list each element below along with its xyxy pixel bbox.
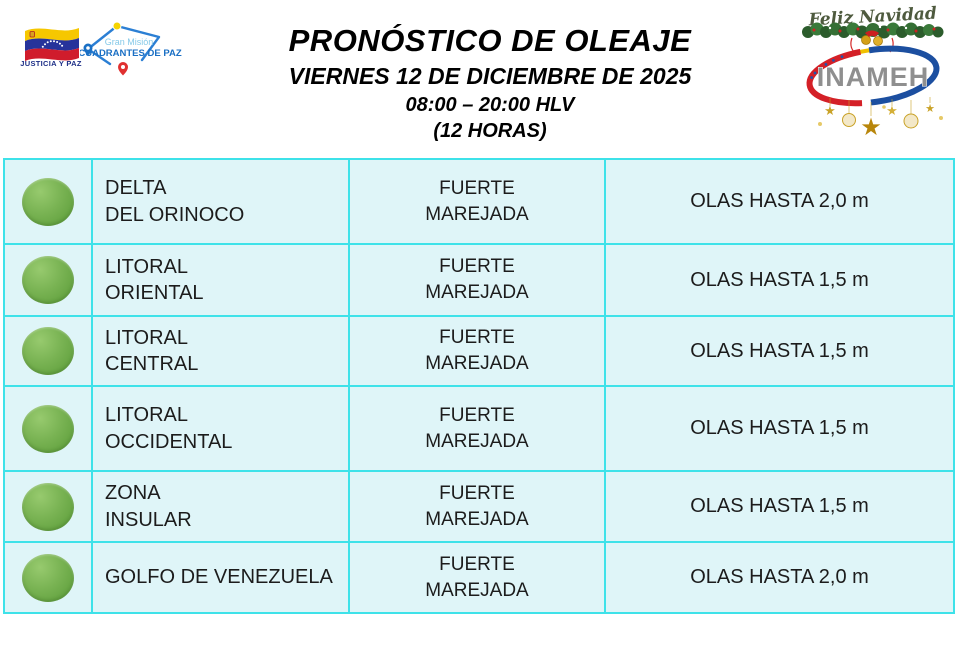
green-status-circle-icon [22,256,74,304]
zone-cell: LITORAL CENTRAL [93,317,348,385]
zone-cell: LITORAL ORIENTAL [93,245,348,315]
svg-text:★: ★ [886,104,898,119]
date-line: VIERNES 12 DE DICIEMBRE DE 2025 [288,62,692,89]
row-indicator [5,387,91,470]
cuadrantes-de-paz-logo: Gran Misión CUADRANTES DE PAZ [80,21,182,76]
row-indicator [5,543,91,612]
condition-text: FUERTE MAREJADA [425,553,529,601]
blue-map-pin-icon [83,43,93,56]
zone-cell: ZONA INSULAR [93,472,348,541]
zone-cell: GOLFO DE VENEZUELA [93,543,348,612]
cuadrantes-text: CUADRANTES DE PAZ [80,48,182,59]
green-status-circle-icon [22,482,74,531]
condition-text: FUERTE MAREJADA [425,482,529,530]
bells-icon [861,30,883,46]
row-indicator [5,160,91,243]
garland-icon [802,22,944,53]
gold-stars-icon: ★ ★ ★ ★ [818,102,943,141]
title-block: PRONÓSTICO DE OLEAJE VIERNES 12 DE DICIE… [180,23,800,143]
page-title: PRONÓSTICO DE OLEAJE [288,23,692,58]
wave-height-text: OLAS HASTA 1,5 m [690,495,869,517]
forecast-table: DELTA DEL ORINOCO FUERTE MAREJADA OLAS H… [3,158,955,614]
inameh-swoosh-icon [806,45,940,107]
green-status-circle-icon [22,553,74,602]
zone-name: LITORAL CENTRAL [105,326,199,375]
left-logos: JUSTICIA Y PAZ Gran Misión CUADRANTES DE… [18,18,193,98]
inameh-logo: Feliz Navidad [792,2,954,147]
zone-name: LITORAL OCCIDENTAL [105,404,233,453]
green-status-circle-icon [22,327,74,375]
svg-text:★: ★ [925,102,935,115]
zone-name: ZONA INSULAR [105,482,192,531]
wave-height-text: OLAS HASTA 2,0 m [690,190,869,212]
condition-cell: FUERTE MAREJADA [350,543,604,612]
red-map-pin-icon [118,62,128,76]
wave-height-text: OLAS HASTA 1,5 m [690,339,869,362]
wave-height-cell: OLAS HASTA 2,0 m [606,543,953,612]
inameh-text: INAMEH [817,62,930,92]
time-line: 08:00 – 20:00 HLV [405,94,575,117]
condition-text: FUERTE MAREJADA [425,404,529,452]
wave-height-cell: OLAS HASTA 1,5 m [606,245,953,315]
condition-text: FUERTE MAREJADA [425,177,529,225]
wave-height-cell: OLAS HASTA 1,5 m [606,472,953,541]
zone-name: GOLFO DE VENEZUELA [105,566,333,589]
condition-cell: FUERTE MAREJADA [350,472,604,541]
wave-height-cell: OLAS HASTA 1,5 m [606,387,953,470]
justicia-y-paz-label: JUSTICIA Y PAZ [20,59,82,68]
zone-cell: DELTA DEL ORINOCO [93,160,348,243]
condition-cell: FUERTE MAREJADA [350,317,604,385]
wave-height-text: OLAS HASTA 2,0 m [690,566,869,588]
svg-text:★: ★ [824,104,836,119]
row-indicator [5,245,91,315]
ornament-strings-icon [829,97,931,116]
wave-height-cell: OLAS HASTA 1,5 m [606,317,953,385]
condition-cell: FUERTE MAREJADA [350,245,604,315]
wave-height-text: OLAS HASTA 1,5 m [690,417,869,439]
green-status-circle-icon [22,177,74,226]
wave-height-text: OLAS HASTA 1,5 m [690,268,869,291]
row-indicator [5,472,91,541]
gran-mision-text: Gran Misión [105,37,154,47]
duration-line: (12 HORAS) [433,120,547,143]
condition-cell: FUERTE MAREJADA [350,387,604,470]
venezuela-flag-icon [25,28,79,61]
condition-cell: FUERTE MAREJADA [350,160,604,243]
svg-text:★: ★ [860,113,882,141]
zone-cell: LITORAL OCCIDENTAL [93,387,348,470]
green-status-circle-icon [22,404,74,453]
zone-name: LITORAL ORIENTAL [105,255,204,304]
condition-text: FUERTE MAREJADA [425,327,529,374]
zone-name: DELTA DEL ORINOCO [105,177,245,226]
condition-text: FUERTE MAREJADA [425,256,529,303]
wave-height-cell: OLAS HASTA 2,0 m [606,160,953,243]
row-indicator [5,317,91,385]
